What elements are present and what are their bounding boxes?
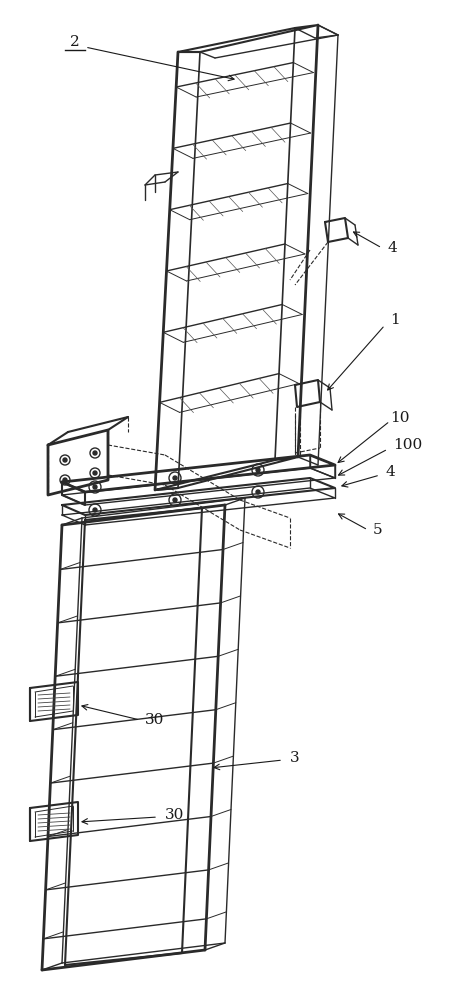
Text: 30: 30 [165, 808, 185, 822]
Text: 30: 30 [145, 713, 165, 727]
Circle shape [63, 458, 67, 462]
Text: 100: 100 [393, 438, 422, 452]
Text: 4: 4 [385, 465, 395, 479]
Text: 10: 10 [390, 411, 410, 425]
Text: 2: 2 [70, 35, 80, 49]
Circle shape [93, 485, 97, 489]
Text: 4: 4 [387, 241, 397, 255]
Text: 5: 5 [373, 523, 383, 537]
Circle shape [173, 476, 177, 480]
Text: 1: 1 [390, 313, 400, 327]
Circle shape [256, 490, 260, 494]
Circle shape [63, 478, 67, 482]
Circle shape [173, 498, 177, 502]
Circle shape [93, 451, 97, 455]
Text: 3: 3 [290, 751, 300, 765]
Circle shape [93, 508, 97, 512]
Circle shape [93, 471, 97, 475]
Circle shape [256, 468, 260, 472]
